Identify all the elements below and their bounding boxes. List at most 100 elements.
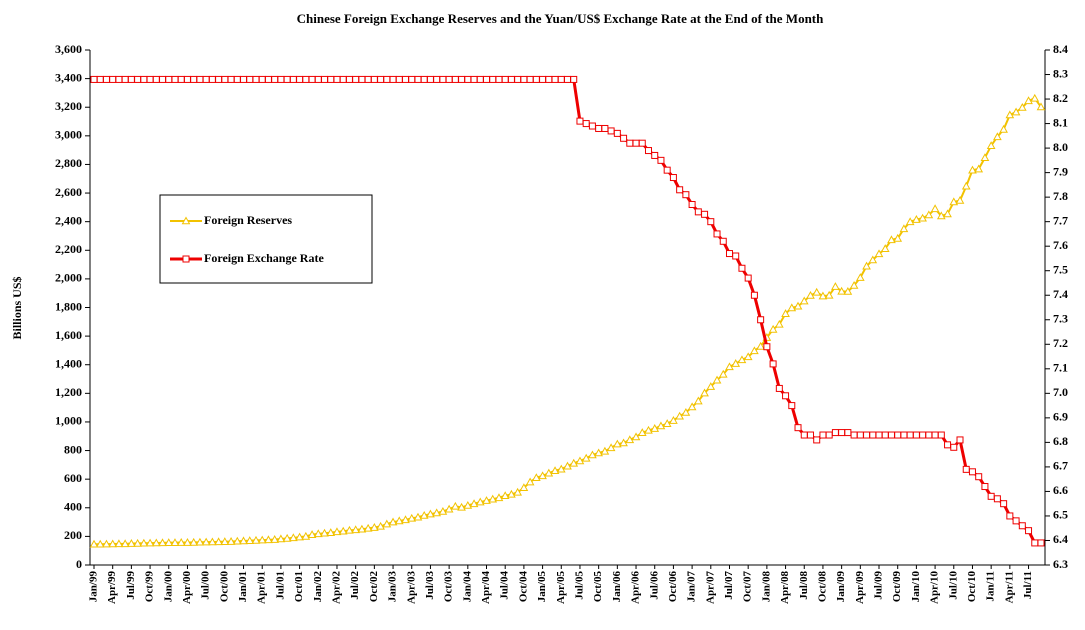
data-point (139, 538, 149, 547)
data-point (171, 75, 179, 83)
data-point (314, 75, 322, 83)
data-point (414, 75, 422, 83)
data-point (712, 375, 722, 384)
data-point (257, 535, 267, 544)
data-point (644, 147, 652, 155)
x-tick-label: Apr/00 (181, 571, 193, 605)
data-point (339, 75, 347, 83)
data-point (844, 429, 852, 437)
data-point (575, 456, 585, 465)
data-point (794, 424, 802, 432)
y2-tick-label: 8.2 (1053, 91, 1068, 105)
data-point (638, 139, 646, 147)
data-point (233, 75, 241, 83)
data-point (894, 431, 902, 439)
data-point (713, 230, 721, 238)
data-point (619, 438, 628, 447)
y-tick-label: 400 (64, 500, 82, 514)
y-tick-label: 600 (64, 471, 82, 485)
data-point (657, 156, 665, 164)
data-point (974, 164, 984, 173)
data-point (788, 402, 796, 410)
y-tick-label: 3,600 (55, 42, 82, 56)
data-point (115, 75, 123, 83)
data-point (931, 431, 939, 439)
data-point (1031, 539, 1039, 547)
x-tick-label: Jul/00 (200, 571, 212, 600)
data-point (201, 537, 211, 546)
data-point (687, 402, 697, 411)
data-point (495, 75, 503, 83)
data-point (551, 75, 559, 83)
x-tick-label: Jan/11 (985, 571, 997, 602)
y-tick-label: 200 (64, 528, 82, 542)
data-point (226, 537, 236, 545)
x-tick-label: Jan/09 (835, 571, 847, 603)
data-point (925, 431, 933, 439)
y2-tick-label: 7.6 (1053, 238, 1068, 252)
data-point (408, 75, 416, 83)
data-point (388, 517, 398, 526)
data-point (569, 458, 579, 467)
x-tick-label: Jan/07 (686, 571, 698, 603)
data-point (296, 75, 304, 83)
data-point (637, 428, 647, 436)
data-point (936, 211, 946, 220)
data-point (887, 431, 895, 439)
data-point (89, 539, 99, 548)
data-point (874, 249, 884, 258)
data-point (775, 384, 783, 392)
data-point (581, 453, 591, 462)
y2-tick-label: 6.4 (1053, 532, 1068, 546)
data-point (419, 510, 429, 519)
data-point (595, 124, 603, 132)
x-tick-label: Jan/00 (162, 571, 174, 603)
x-tick-label: Jan/08 (760, 571, 772, 603)
y-tick-label: 2,400 (55, 213, 82, 227)
data-point (109, 75, 117, 83)
data-point (856, 431, 864, 439)
data-point (307, 530, 317, 538)
y2-tick-label: 7.7 (1053, 213, 1068, 227)
data-point (270, 535, 280, 543)
data-point (183, 75, 191, 83)
data-point (813, 436, 821, 444)
data-point (120, 539, 130, 548)
data-point (383, 75, 391, 83)
data-point (221, 75, 229, 83)
y2-tick-label: 7.2 (1053, 336, 1068, 350)
y-tick-label: 1,400 (55, 356, 82, 370)
data-point (774, 319, 784, 328)
data-point (220, 537, 230, 545)
data-point (301, 531, 311, 540)
data-point (351, 525, 361, 534)
data-point (601, 124, 609, 132)
data-point (556, 464, 566, 473)
data-point (831, 429, 839, 437)
data-point (283, 75, 291, 83)
data-point (919, 431, 927, 439)
data-point (750, 291, 758, 299)
data-point (975, 473, 983, 481)
y-tick-label: 2,800 (55, 156, 82, 170)
data-point (102, 75, 110, 83)
data-point (432, 508, 442, 517)
data-point (582, 120, 590, 128)
data-point (737, 355, 747, 364)
data-point (151, 538, 161, 547)
data-point (669, 174, 677, 182)
data-point (693, 396, 703, 405)
data-point (525, 477, 535, 486)
data-point (993, 495, 1001, 503)
data-point (1017, 102, 1027, 111)
data-point (333, 75, 341, 83)
data-point (999, 124, 1008, 133)
data-point (862, 261, 871, 270)
x-tick-label: Oct/08 (816, 571, 828, 603)
data-point (812, 287, 822, 296)
x-tick-label: Oct/06 (667, 571, 679, 603)
data-point (980, 153, 990, 162)
data-point (651, 151, 659, 159)
data-point (127, 539, 136, 547)
data-point (1011, 107, 1021, 116)
